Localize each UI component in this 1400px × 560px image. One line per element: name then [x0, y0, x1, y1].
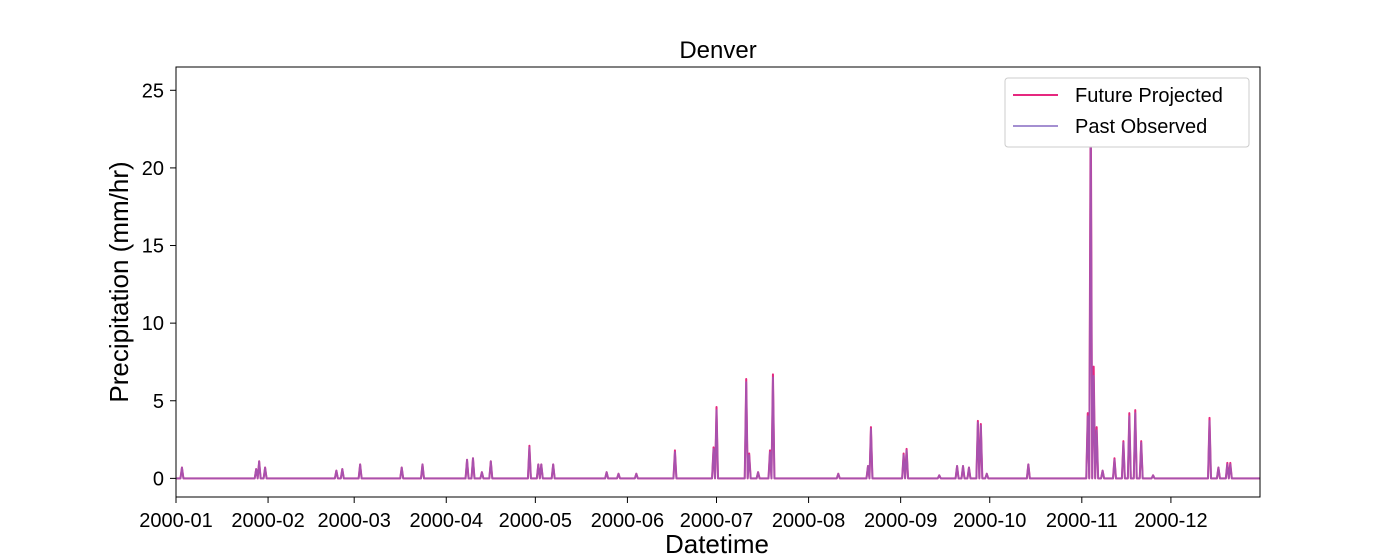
x-tick-label: 2000-08: [772, 510, 845, 532]
x-tick-label: 2000-09: [864, 510, 937, 532]
x-tick-label: 2000-02: [231, 510, 304, 532]
legend: Future Projected Past Observed: [1004, 77, 1250, 148]
y-tick-label: 25: [142, 80, 164, 102]
x-tick-label: 2000-04: [410, 510, 483, 532]
legend-label-past-observed: Past Observed: [1075, 116, 1207, 138]
series-layer: [176, 84, 1260, 480]
y-tick-label: 20: [142, 158, 164, 180]
x-tick-label: 2000-11: [1046, 510, 1118, 532]
x-tick-label: 2000-01: [139, 510, 212, 532]
y-axis-label: Precipitation (mm/hr): [104, 161, 134, 402]
x-tick-label: 2000-12: [1134, 510, 1207, 532]
x-axis: 2000-01 2000-02 2000-03 2000-04 2000-05 2000-…: [139, 497, 1208, 532]
x-axis-label: Datetime: [665, 529, 769, 559]
plot-frame: [175, 66, 1261, 498]
x-tick-label: 2000-06: [591, 510, 664, 532]
series-line-past-observed: [176, 120, 1260, 480]
x-tick-label: 2000-10: [953, 510, 1026, 532]
legend-label-future-projected: Future Projected: [1075, 85, 1223, 107]
legend-box: [1004, 77, 1250, 148]
y-tick-label: 10: [142, 313, 164, 335]
x-tick-label: 2000-05: [499, 510, 572, 532]
y-axis: 0 5 10 15 20 25: [142, 80, 176, 490]
x-tick-label: 2000-03: [317, 510, 390, 532]
x-tick-label: 2000-07: [680, 510, 753, 532]
y-tick-label: 0: [153, 468, 164, 490]
y-tick-label: 5: [153, 391, 164, 413]
chart-title: Denver: [679, 37, 756, 64]
y-tick-label: 15: [142, 236, 164, 258]
